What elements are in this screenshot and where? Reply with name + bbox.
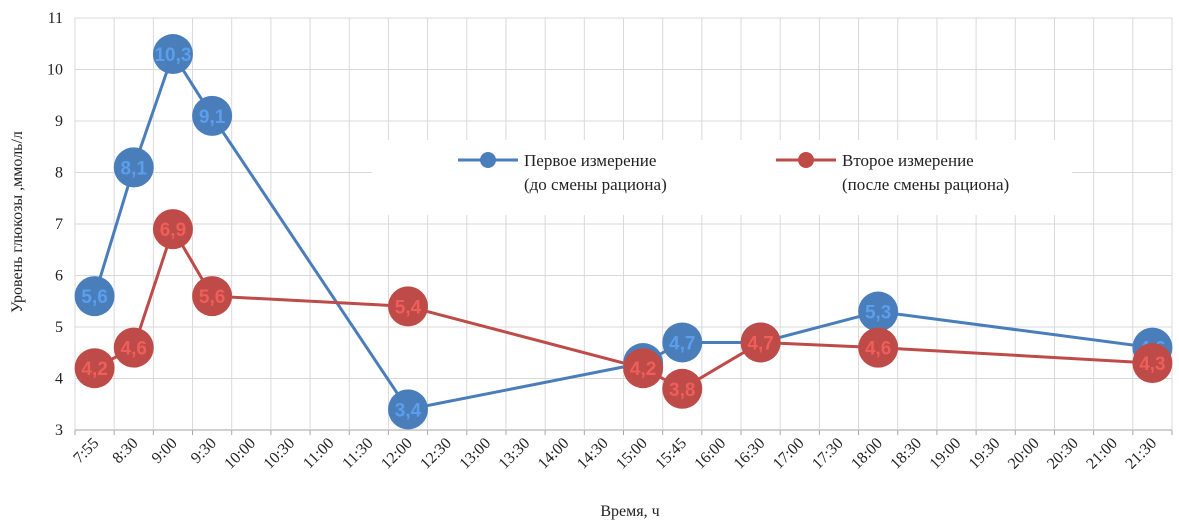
x-tick-label: 12:30 [417,435,455,473]
x-tick-label: 11:00 [300,435,337,472]
x-tick-label: 15:00 [613,435,651,473]
x-tick-label: 12:00 [378,435,416,473]
y-tick-label: 10 [47,62,63,79]
data-label: 6,9 [160,220,186,241]
y-tick-label: 5 [55,319,63,336]
data-point [662,368,703,409]
y-tick-label: 11 [48,10,63,27]
data-label: 4,7 [747,333,773,354]
x-tick-label: 13:00 [456,435,494,473]
series-2 [93,227,1153,391]
x-tick-label: 11:30 [339,435,376,472]
x-tick-label: 21:00 [1083,435,1121,473]
x-tick-label: 16:00 [691,435,729,473]
data-label: 4,3 [1139,354,1165,375]
legend-label: (после смены рациона) [842,175,1009,194]
data-label: 4,2 [81,359,107,380]
y-tick-label: 3 [55,422,63,439]
data-label: 5,6 [199,287,225,308]
x-tick-label: 20:00 [1005,435,1043,473]
data-label: 9,1 [199,107,226,128]
x-tick-label: 9:00 [149,435,181,467]
y-tick-label: 6 [55,268,63,285]
y-tick-label: 7 [55,216,63,233]
x-tick-label: 19:30 [966,435,1004,473]
x-tick-label: 10:30 [261,435,299,473]
data-label: 8,1 [121,158,148,179]
x-axis-title: Время, ч [600,503,659,520]
x-tick-label: 13:30 [496,435,534,473]
x-tick-label: 8:30 [109,435,141,467]
data-point [388,389,429,430]
legend: Первое измерение (до смены рациона) Второе… [458,151,1009,194]
data-point [858,291,899,332]
legend-label: (до смены рациона) [524,175,667,194]
series-2-points: 4,2 4,6 6,9 5,6 5,4 4,2 3,8 4,7 4,6 4,3 [74,209,1173,409]
x-tick-label: 14:30 [574,435,612,473]
y-axis-title: Уровень глюкозы ,ммоль/л [9,131,26,313]
data-label: 5,4 [395,297,422,318]
data-label: 5,6 [81,287,107,308]
legend-label: Второе измерение [842,151,974,170]
series-line [93,227,1153,391]
legend-label: Первое измерение [524,151,656,170]
x-tick-label: 19:00 [927,435,965,473]
y-tick-label: 9 [55,113,63,130]
y-axis-ticks: 3 4 5 6 7 8 9 10 11 [47,10,63,439]
data-point [74,276,115,317]
x-tick-label: 7:55 [70,435,102,467]
data-point [858,327,899,368]
x-tick-label: 9:30 [188,435,220,467]
data-label: 4,6 [865,339,891,360]
x-tick-label: 16:30 [731,435,769,473]
legend-item-2: Второе измерение (после смены рациона) [776,151,1009,194]
x-tick-label: 18:00 [848,435,886,473]
x-tick-label: 10:00 [221,435,259,473]
y-tick-label: 4 [55,371,63,388]
data-label: 4,7 [669,333,695,354]
data-label: 4,6 [121,339,147,360]
x-tick-label: 17:00 [770,435,808,473]
data-point [192,276,233,317]
series-line [93,52,1153,411]
data-point [113,147,154,188]
x-tick-label: 15:45 [652,435,690,473]
data-label: 4,2 [630,359,656,380]
y-tick-label: 8 [55,165,63,182]
data-point [113,327,154,368]
data-point [74,348,115,389]
data-point [152,34,193,75]
data-point [152,209,193,250]
data-label: 3,8 [669,380,695,401]
data-point [192,95,233,136]
series-1 [93,52,1153,411]
data-point [1132,343,1173,384]
x-tick-label: 20:30 [1044,435,1082,473]
data-point [740,322,781,363]
x-axis-ticks: 7:55 8:30 9:00 9:30 10:00 10:30 11:00 11:30 12:0… [70,435,1160,473]
x-tick-label: 21:30 [1122,435,1160,473]
data-label: 5,3 [865,303,891,324]
data-label: 10,3 [154,45,191,66]
legend-marker [798,152,814,168]
legend-item-1: Первое измерение (до смены рациона) [458,151,667,194]
x-tick-label: 14:00 [535,435,573,473]
data-point [388,286,429,327]
legend-marker [480,152,496,168]
data-point [623,348,664,389]
data-point [662,322,703,363]
x-tick-label: 17:30 [809,435,847,473]
series-layer: 5,6 8,1 10,3 9,1 3,4 4,3 4,7 4,7 5,3 4,6 4,2 4,6 6,9… [74,34,1173,430]
data-label: 3,4 [395,400,422,421]
x-tick-label: 18:30 [887,435,925,473]
grid-lines [74,17,1173,435]
